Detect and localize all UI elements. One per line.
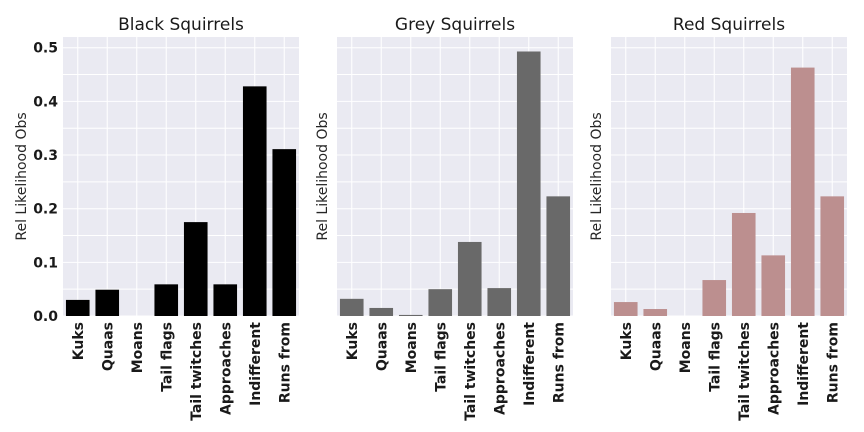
bar-indifferent (242, 86, 267, 316)
x-tick-label: Kuks (619, 322, 635, 360)
bar-approaches (213, 284, 238, 316)
y-tick-label: 0.5 (33, 41, 58, 57)
bar-quaas (95, 289, 120, 316)
x-tick-label: Tail twitches (189, 322, 205, 421)
chart-title: Red Squirrels (673, 15, 785, 35)
x-tick-label: Approaches (218, 322, 234, 415)
bar-indifferent (790, 67, 815, 316)
x-tick-label: Moans (404, 322, 420, 373)
x-tick-label: Moans (130, 322, 146, 373)
x-tick-label: Runs from (277, 322, 293, 403)
y-axis-label: Rel Likelihood Obs (14, 112, 30, 240)
y-tick-label: 0.3 (33, 148, 58, 164)
bar-kuks (339, 298, 364, 316)
y-axis-label: Rel Likelihood Obs (315, 112, 331, 240)
x-tick-label: Indifferent (522, 322, 538, 406)
x-tick-label: Quaas (648, 322, 664, 371)
bar-approaches (761, 255, 786, 316)
bar-tail-flags (154, 284, 179, 316)
bar-kuks (613, 302, 638, 316)
bar-tail-flags (702, 280, 727, 316)
bar-indifferent (516, 51, 541, 316)
x-tick-label: Tail flags (707, 322, 723, 392)
x-tick-label: Tail flags (433, 322, 449, 392)
bar-runs-from (272, 149, 297, 316)
x-tick-label: Quaas (100, 322, 116, 371)
x-tick-label: Kuks (345, 322, 361, 360)
bar-quaas (369, 307, 394, 316)
x-tick-label: Tail twitches (463, 322, 479, 421)
bar-tail-flags (428, 289, 453, 316)
bar-runs-from (820, 196, 845, 316)
y-tick-label: 0.2 (33, 202, 58, 218)
x-tick-label: Quaas (374, 322, 390, 371)
bar-quaas (643, 309, 668, 316)
bar-tail-twitches (457, 241, 482, 316)
y-tick-label: 0.0 (33, 309, 58, 325)
chart-title: Black Squirrels (118, 15, 244, 35)
x-tick-label: Indifferent (248, 322, 264, 406)
x-tick-label: Tail flags (159, 322, 175, 392)
x-tick-label: Kuks (71, 322, 87, 360)
x-tick-label: Moans (678, 322, 694, 373)
y-tick-label: 0.1 (33, 255, 58, 271)
x-tick-label: Runs from (825, 322, 841, 403)
y-tick-label: 0.4 (33, 94, 58, 110)
bar-tail-twitches (731, 212, 756, 316)
bar-tail-twitches (183, 222, 208, 316)
x-tick-label: Approaches (766, 322, 782, 415)
x-tick-label: Runs from (551, 322, 567, 403)
chart-title: Grey Squirrels (395, 15, 515, 35)
y-axis-label: Rel Likelihood Obs (589, 112, 605, 240)
x-tick-label: Approaches (492, 322, 508, 415)
bar-approaches (487, 288, 512, 316)
bar-moans (398, 314, 423, 316)
x-tick-label: Tail twitches (737, 322, 753, 421)
bar-runs-from (546, 196, 571, 316)
x-tick-label: Indifferent (796, 322, 812, 406)
bar-kuks (65, 299, 90, 316)
